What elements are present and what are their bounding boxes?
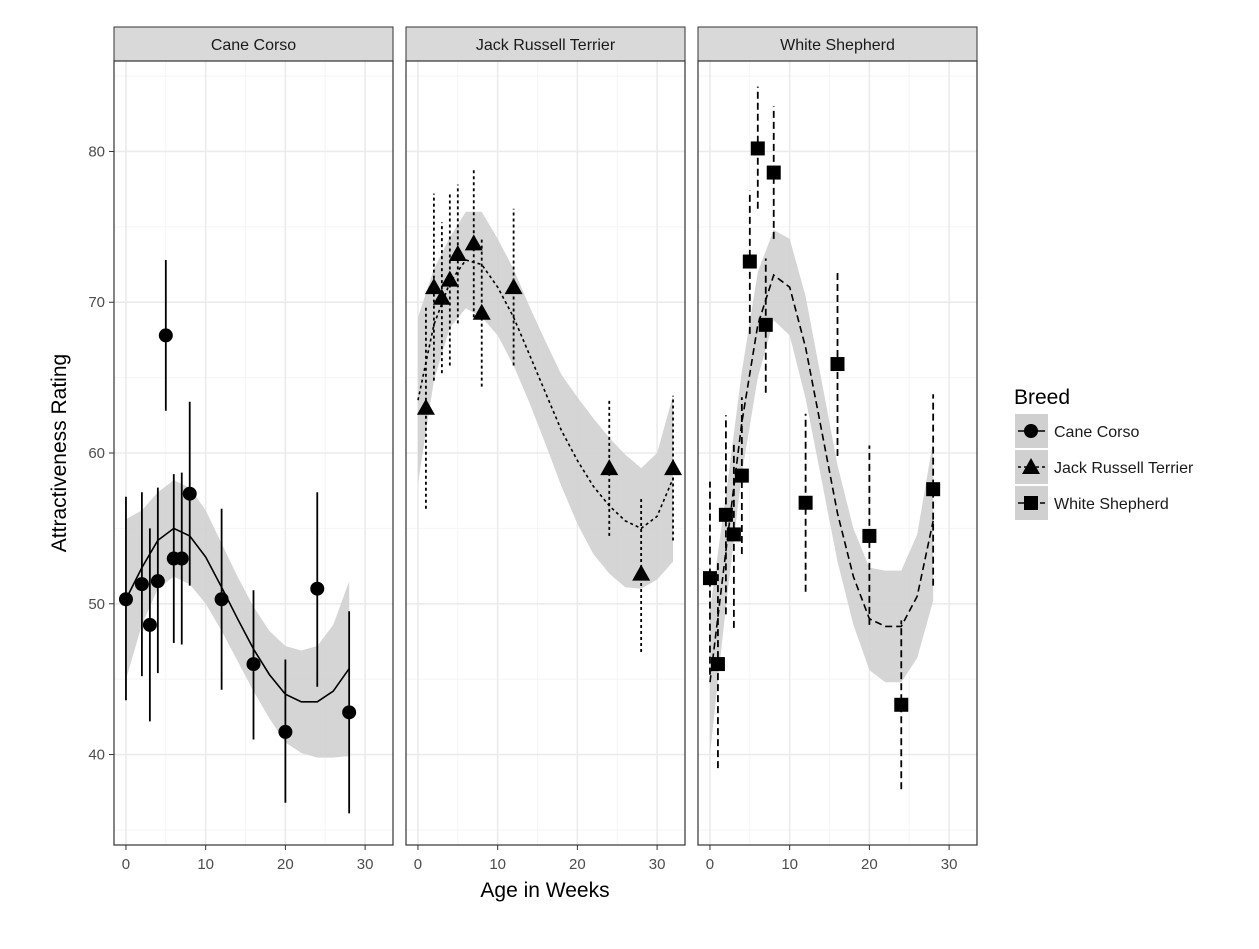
data-point: [440, 270, 459, 287]
x-tick-label: 30: [649, 856, 666, 873]
data-point: [742, 254, 757, 269]
data-point: [134, 577, 149, 592]
x-tick-label: 0: [122, 856, 130, 873]
data-point: [504, 278, 523, 295]
data-point: [342, 705, 357, 720]
data-point: [174, 551, 189, 566]
trend-line: [417, 259, 674, 530]
data-point: [926, 482, 941, 497]
data-point: [758, 317, 773, 332]
panels-layer: Cane Corso 0 10 20 30 40 50 60 70 80 Jack Russell …: [88, 26, 978, 873]
legend-key-symbol: [1024, 496, 1038, 510]
x-tick-label: 30: [941, 856, 958, 873]
x-tick-label: 20: [569, 856, 586, 873]
legend-key-symbol: [1024, 424, 1038, 438]
y-tick-label: 60: [88, 445, 105, 462]
y-tick-label: 70: [88, 294, 105, 311]
data-point: [830, 357, 845, 372]
x-tick-label: 30: [357, 856, 374, 873]
data-point: [150, 574, 165, 589]
x-tick-label: 0: [706, 856, 714, 873]
data-point: [464, 234, 483, 251]
y-tick-label: 80: [88, 143, 105, 160]
facet-title: Jack Russell Terrier: [476, 37, 616, 54]
data-point: [448, 244, 467, 261]
legend-key-symbol: [1022, 458, 1040, 474]
facet-strip: [697, 26, 978, 62]
y-axis-label: Attractiveness Rating: [48, 354, 71, 552]
data-point: [142, 617, 157, 632]
data-point: [702, 571, 717, 586]
data-point: [246, 657, 261, 672]
legend-entry-label: Jack Russell Terrier: [1054, 460, 1194, 477]
legend-title: Breed: [1014, 386, 1070, 409]
x-tick-label: 20: [861, 856, 878, 873]
x-axis-label: Age in Weeks: [480, 879, 609, 902]
data-point: [862, 528, 877, 543]
legend-entry: Cane Corso: [1015, 414, 1139, 448]
x-tick-label: 10: [781, 856, 798, 873]
data-point: [632, 564, 651, 581]
data-point: [424, 278, 443, 295]
data-point: [726, 527, 741, 542]
data-point: [718, 507, 733, 522]
legend-entry: Jack Russell Terrier: [1015, 450, 1194, 484]
legend-entry-label: White Shepherd: [1054, 496, 1169, 513]
facet-title: White Shepherd: [780, 37, 895, 54]
data-point: [278, 724, 293, 739]
facet-strip: [113, 26, 394, 62]
data-point: [158, 328, 173, 343]
data-point: [664, 459, 683, 476]
y-tick-label: 40: [88, 747, 105, 764]
data-point: [118, 592, 133, 607]
data-point: [600, 459, 619, 476]
facet-panel-2: White Shepherd 0 10 20 30: [697, 26, 978, 873]
trend-line: [125, 527, 350, 703]
data-point: [416, 398, 435, 415]
facet-strip: [405, 26, 686, 62]
data-point: [432, 288, 451, 305]
legend-entry: White Shepherd: [1015, 486, 1169, 520]
panel-border: [405, 60, 686, 846]
data-point: [798, 495, 813, 510]
data-point: [710, 657, 725, 672]
facet-title: Cane Corso: [211, 37, 296, 54]
data-point: [734, 468, 749, 483]
facet-panel-1: Jack Russell Terrier 0 10 20 30: [405, 26, 686, 873]
data-point: [894, 697, 909, 712]
x-tick-label: 10: [197, 856, 214, 873]
data-point: [310, 581, 325, 596]
legend: Breed Cane Corso Jack Russell Terrier Whit…: [1014, 386, 1194, 520]
x-tick-label: 20: [277, 856, 294, 873]
data-point: [750, 141, 765, 156]
x-tick-label: 0: [414, 856, 422, 873]
x-tick-label: 10: [489, 856, 506, 873]
data-point: [472, 303, 491, 320]
y-tick-label: 50: [88, 596, 105, 613]
data-point: [182, 486, 197, 501]
data-point: [214, 592, 229, 607]
legend-entry-label: Cane Corso: [1054, 424, 1139, 441]
panel-border: [697, 60, 978, 846]
data-point: [766, 165, 781, 180]
facet-panel-0: Cane Corso 0 10 20 30 40 50 60 70 80: [88, 26, 394, 873]
